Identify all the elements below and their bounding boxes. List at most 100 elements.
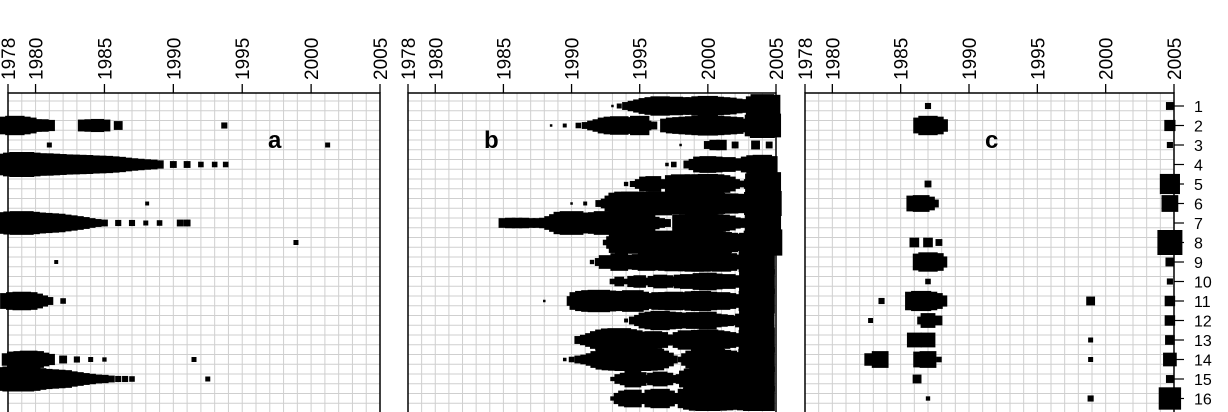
data-marker: [627, 100, 639, 112]
data-marker: [562, 357, 567, 362]
data-marker: [610, 376, 615, 382]
x-tick-label: 1995: [631, 38, 652, 80]
data-marker: [568, 356, 575, 363]
data-marker: [649, 121, 658, 130]
data-marker: [1165, 102, 1174, 110]
data-marker: [1164, 119, 1176, 132]
data-marker: [1166, 278, 1173, 285]
data-marker: [176, 219, 184, 227]
data-marker: [1166, 141, 1173, 149]
data-marker: [85, 218, 96, 228]
plot-frame: [7, 92, 381, 412]
data-marker: [703, 141, 712, 149]
row-label: 12: [1194, 314, 1212, 331]
data-marker: [525, 218, 536, 228]
data-marker: [683, 160, 692, 169]
data-marker: [925, 396, 931, 401]
data-marker: [868, 318, 874, 323]
data-marker: [93, 219, 102, 227]
data-marker: [88, 357, 94, 362]
data-marker: [77, 373, 90, 385]
data-marker: [935, 239, 943, 246]
data-marker: [122, 375, 129, 383]
data-marker: [757, 211, 782, 235]
data-marker: [1164, 315, 1176, 326]
data-marker: [221, 122, 228, 129]
data-marker: [504, 217, 516, 229]
data-marker: [709, 139, 720, 151]
data-marker: [518, 217, 530, 229]
data-marker: [129, 376, 135, 382]
data-marker: [737, 218, 747, 228]
data-marker: [624, 318, 629, 323]
x-tick-label: 1978: [399, 38, 420, 80]
data-marker: [43, 353, 55, 366]
data-marker: [936, 256, 948, 268]
panel-c: 1978 1980 1985 1990 1995 2000 2005 c: [796, 38, 1186, 412]
data-marker: [205, 376, 211, 382]
data-marker: [758, 94, 781, 118]
row-label: 16: [1194, 392, 1212, 409]
data-marker: [574, 355, 583, 364]
data-marker: [145, 201, 150, 206]
data-marker: [59, 355, 68, 364]
data-marker: [642, 277, 651, 286]
row-label: 2: [1194, 119, 1203, 136]
data-marker: [669, 355, 678, 364]
row-label: 7: [1194, 216, 1203, 233]
x-tick-label: 1980: [27, 38, 48, 80]
x-tick-label: 1985: [892, 38, 913, 80]
data-marker: [668, 392, 680, 405]
data-marker: [511, 217, 523, 229]
data-marker: [670, 161, 677, 168]
panel-b: 1978 1980 1985 1990 1995 2000 2005 b: [399, 38, 788, 412]
data-marker: [930, 199, 939, 208]
row-label: 9: [1194, 255, 1203, 272]
data-marker: [923, 237, 933, 248]
data-marker: [574, 336, 583, 344]
data-marker: [140, 159, 152, 170]
x-tick-label: 2005: [767, 38, 788, 80]
data-marker: [549, 124, 553, 127]
data-marker: [871, 351, 889, 368]
row-label: 6: [1194, 197, 1203, 214]
markers: [0, 115, 331, 392]
row-label: 13: [1194, 333, 1212, 350]
data-marker: [587, 120, 597, 131]
data-marker: [113, 121, 123, 130]
data-marker: [669, 375, 678, 383]
data-marker: [663, 219, 671, 227]
data-marker: [936, 295, 948, 307]
data-marker: [85, 373, 96, 385]
data-marker: [100, 374, 109, 384]
data-marker: [98, 119, 111, 132]
data-marker: [581, 122, 589, 129]
data-marker: [570, 202, 573, 205]
data-marker: [54, 260, 59, 264]
data-marker: [906, 332, 922, 348]
data-marker: [629, 180, 636, 188]
x-tick-label: 1985: [95, 38, 116, 80]
data-marker: [102, 357, 107, 362]
markers: [498, 94, 783, 411]
data-marker: [1088, 337, 1094, 343]
data-marker: [738, 180, 746, 188]
x-tick-label: 2000: [302, 38, 323, 80]
data-marker: [143, 220, 149, 226]
row-label: 4: [1194, 158, 1203, 175]
x-tick-label: 1990: [960, 38, 981, 80]
data-marker: [716, 139, 727, 151]
data-marker: [912, 374, 922, 384]
data-marker: [641, 120, 652, 131]
data-marker: [147, 159, 158, 170]
data-marker: [642, 375, 651, 383]
data-marker: [93, 374, 102, 384]
row-label: 8: [1194, 236, 1203, 253]
data-marker: [614, 374, 625, 384]
data-marker: [575, 122, 582, 129]
row-label: 1: [1194, 99, 1203, 116]
data-marker: [622, 102, 631, 110]
data-marker: [169, 161, 177, 168]
data-marker: [1164, 295, 1176, 307]
